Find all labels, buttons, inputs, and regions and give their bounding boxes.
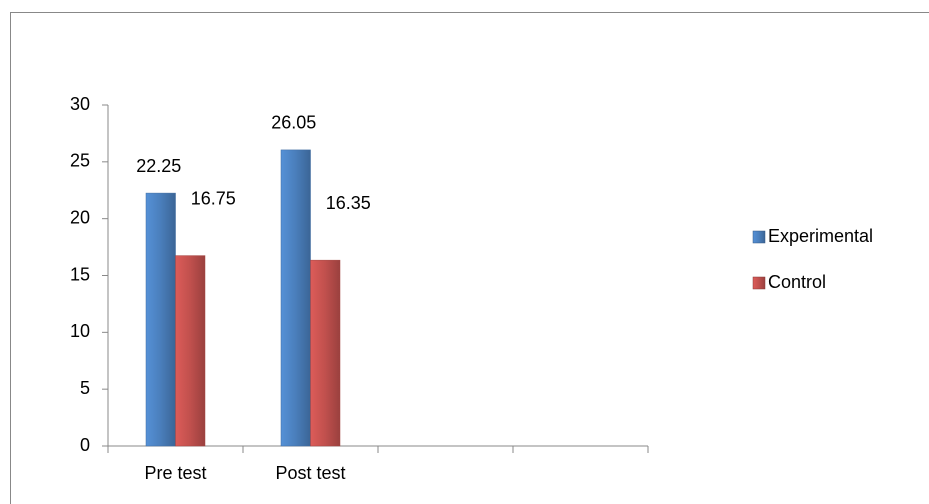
x-tick-label: Post test xyxy=(275,463,345,483)
y-tick-label: 30 xyxy=(70,94,90,114)
data-label: 22.25 xyxy=(136,156,181,176)
y-tick-label: 25 xyxy=(70,151,90,171)
legend-label: Control xyxy=(768,272,826,292)
legend-swatch xyxy=(752,276,766,290)
bar xyxy=(175,255,206,447)
bar xyxy=(145,192,176,447)
y-tick-label: 0 xyxy=(80,435,90,455)
y-tick-label: 5 xyxy=(80,378,90,398)
legend-swatch xyxy=(752,230,766,244)
data-label: 26.05 xyxy=(271,113,316,133)
data-label: 16.35 xyxy=(326,193,371,213)
y-tick-label: 10 xyxy=(70,321,90,341)
bar xyxy=(310,259,341,447)
data-label: 16.75 xyxy=(191,188,236,208)
legend-label: Experimental xyxy=(768,226,873,246)
y-tick-label: 15 xyxy=(70,264,90,284)
y-tick-label: 20 xyxy=(70,207,90,227)
x-tick-label: Pre test xyxy=(144,463,206,483)
bar xyxy=(280,149,311,447)
